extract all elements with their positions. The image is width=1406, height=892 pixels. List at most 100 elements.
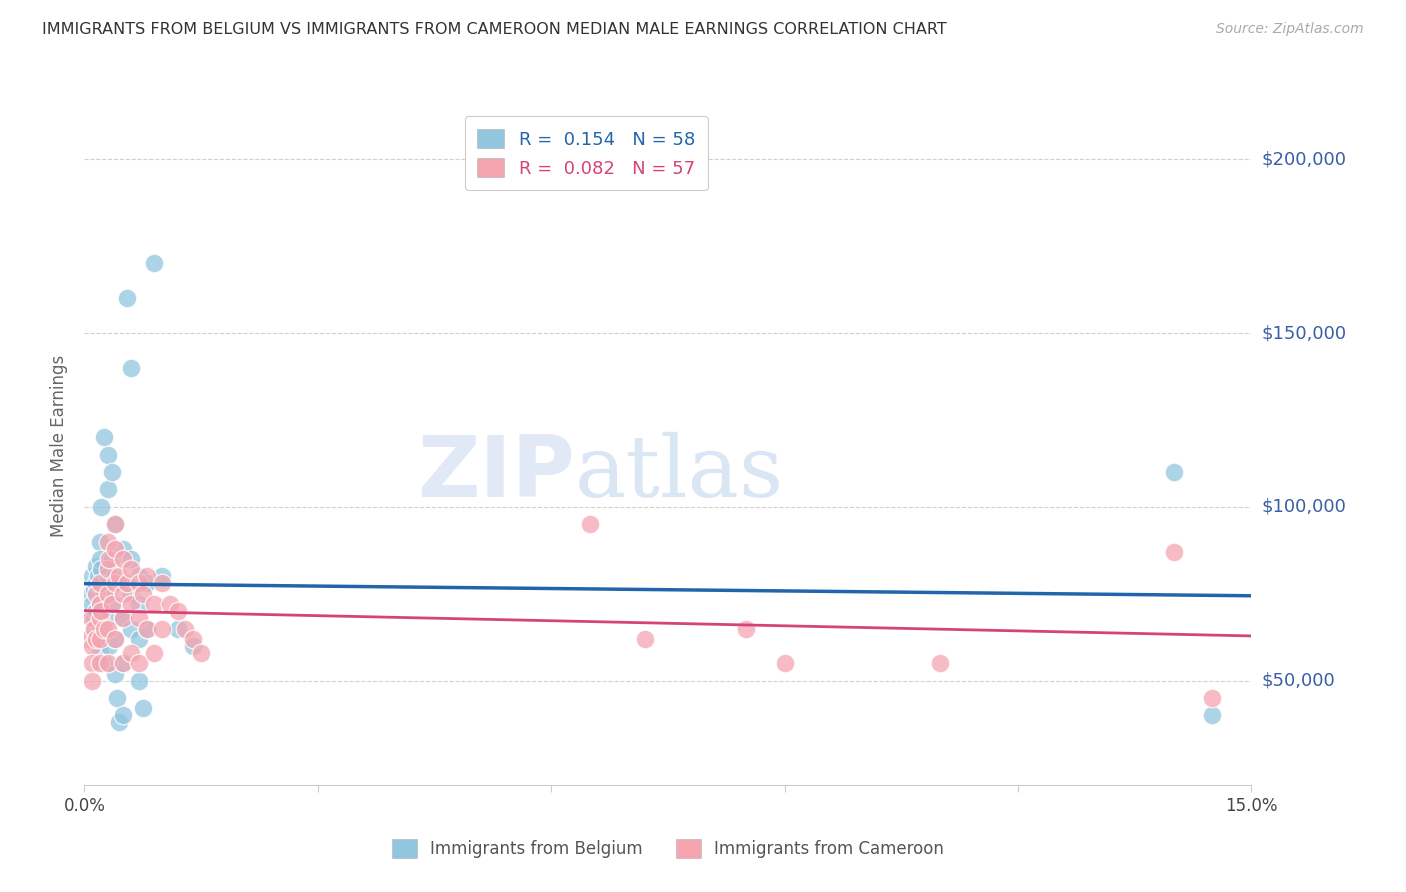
Point — [143, 597, 166, 611]
Point — [89, 622, 111, 636]
Point — [98, 639, 121, 653]
Point — [135, 622, 157, 636]
Point — [104, 576, 127, 591]
Point — [773, 657, 796, 671]
Point — [181, 639, 204, 653]
Point — [120, 360, 142, 375]
Point — [143, 256, 166, 270]
Point — [112, 576, 135, 591]
Point — [100, 552, 122, 566]
Point — [190, 646, 212, 660]
Point — [90, 500, 112, 514]
Point — [97, 483, 120, 497]
Point — [89, 611, 111, 625]
Text: IMMIGRANTS FROM BELGIUM VS IMMIGRANTS FROM CAMEROON MEDIAN MALE EARNINGS CORRELA: IMMIGRANTS FROM BELGIUM VS IMMIGRANTS FR… — [42, 22, 946, 37]
Point — [108, 569, 131, 583]
Y-axis label: Median Male Earnings: Median Male Earnings — [51, 355, 69, 537]
Point — [108, 715, 131, 730]
Text: $200,000: $200,000 — [1261, 150, 1346, 169]
Point — [104, 632, 127, 646]
Point — [90, 562, 112, 576]
Point — [112, 657, 135, 671]
Text: ZIP: ZIP — [416, 432, 575, 515]
Point — [128, 611, 150, 625]
Point — [120, 646, 142, 660]
Point — [1163, 545, 1185, 559]
Point — [82, 639, 104, 653]
Point — [98, 552, 121, 566]
Point — [112, 587, 135, 601]
Point — [150, 576, 173, 591]
Point — [115, 576, 138, 591]
Point — [104, 597, 127, 611]
Point — [181, 632, 204, 646]
Point — [89, 552, 111, 566]
Point — [82, 657, 104, 671]
Point — [929, 657, 952, 671]
Point — [89, 597, 111, 611]
Point — [166, 604, 188, 618]
Point — [128, 569, 150, 583]
Point — [97, 448, 120, 462]
Point — [82, 597, 104, 611]
Point — [84, 604, 107, 618]
Point — [135, 569, 157, 583]
Point — [83, 583, 105, 598]
Point — [89, 657, 111, 671]
Point — [143, 646, 166, 660]
Point — [135, 576, 157, 591]
Point — [83, 622, 105, 636]
Point — [579, 517, 602, 532]
Point — [150, 569, 173, 583]
Point — [104, 666, 127, 681]
Point — [112, 657, 135, 671]
Point — [1163, 465, 1185, 479]
Point — [89, 576, 111, 591]
Point — [97, 587, 120, 601]
Point — [104, 517, 127, 532]
Point — [89, 632, 111, 646]
Point — [633, 632, 655, 646]
Point — [112, 708, 135, 723]
Point — [93, 587, 115, 601]
Point — [135, 622, 157, 636]
Point — [112, 541, 135, 556]
Point — [1201, 708, 1223, 723]
Point — [84, 576, 107, 591]
Point — [1201, 691, 1223, 706]
Point — [120, 552, 142, 566]
Point — [83, 611, 105, 625]
Point — [89, 646, 111, 660]
Point — [82, 569, 104, 583]
Point — [104, 541, 127, 556]
Text: Source: ZipAtlas.com: Source: ZipAtlas.com — [1216, 22, 1364, 37]
Point — [104, 632, 127, 646]
Point — [84, 632, 107, 646]
Point — [79, 611, 101, 625]
Point — [100, 465, 122, 479]
Point — [84, 558, 107, 573]
Text: $150,000: $150,000 — [1261, 324, 1347, 342]
Point — [97, 534, 120, 549]
Point — [120, 562, 142, 576]
Point — [128, 597, 150, 611]
Point — [166, 622, 188, 636]
Point — [128, 576, 150, 591]
Point — [89, 534, 111, 549]
Point — [115, 291, 138, 305]
Point — [97, 622, 120, 636]
Point — [97, 562, 120, 576]
Point — [150, 622, 173, 636]
Point — [132, 701, 155, 715]
Point — [93, 657, 115, 671]
Point — [97, 657, 120, 671]
Point — [112, 611, 135, 625]
Point — [89, 597, 111, 611]
Point — [93, 622, 115, 636]
Text: $50,000: $50,000 — [1261, 672, 1334, 690]
Point — [734, 622, 756, 636]
Legend: Immigrants from Belgium, Immigrants from Cameroon: Immigrants from Belgium, Immigrants from… — [385, 833, 950, 864]
Point — [120, 622, 142, 636]
Point — [112, 552, 135, 566]
Point — [132, 587, 155, 601]
